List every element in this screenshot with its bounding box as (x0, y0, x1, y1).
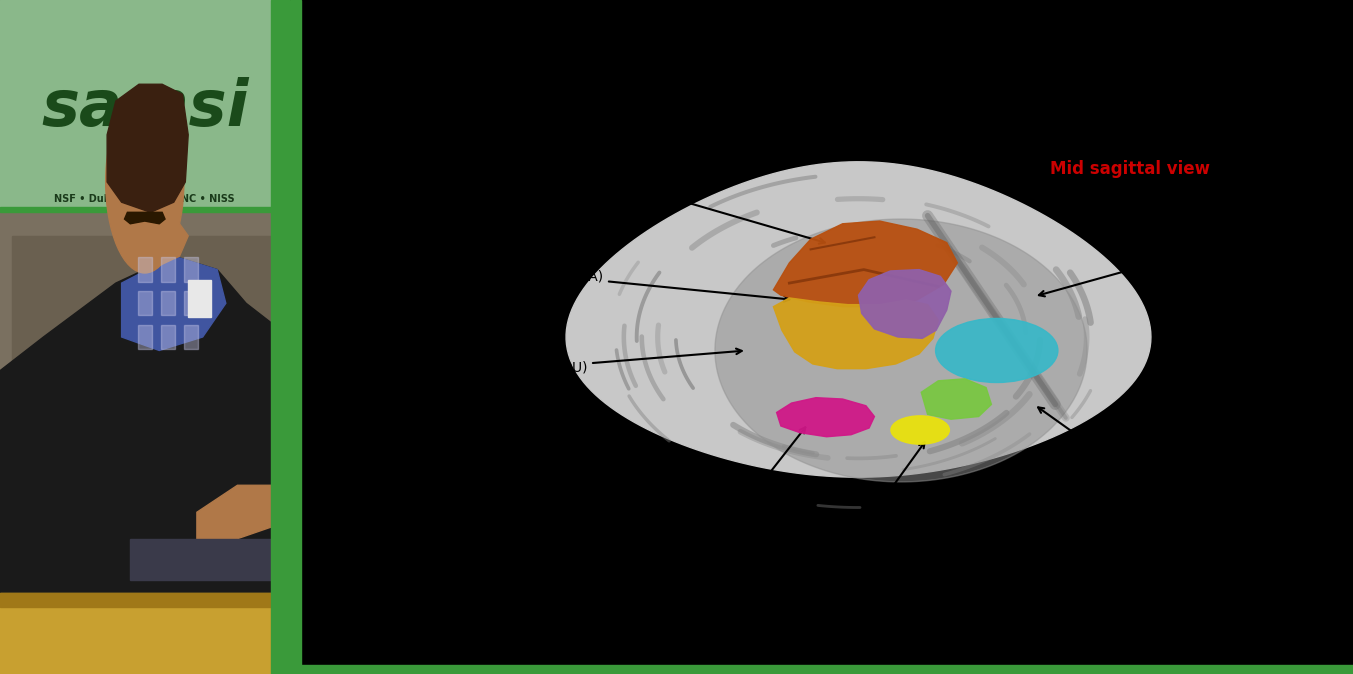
Bar (0, 590, 290, 607)
Bar (0, 0, 290, 212)
Bar (0, 118, 290, 135)
Bar (0, 51, 290, 67)
Bar (138, 257, 152, 282)
Bar (184, 325, 199, 349)
Polygon shape (122, 256, 226, 350)
Polygon shape (139, 216, 188, 270)
Bar (0, 320, 290, 337)
Bar (0, 34, 290, 51)
Bar (0, 455, 290, 472)
Text: Thalamus (TH): Thalamus (TH) (1039, 222, 1327, 297)
Text: Amygdala (AM): Amygdala (AM) (683, 427, 805, 522)
Bar (0, 303, 290, 320)
Bar (0, 207, 290, 212)
Bar (0, 539, 290, 556)
Polygon shape (198, 485, 284, 553)
Bar (0, 337, 290, 354)
Polygon shape (921, 379, 992, 419)
Polygon shape (566, 162, 1151, 477)
Bar (0, 388, 290, 404)
Bar (0, 84, 290, 101)
Bar (0, 236, 290, 253)
Bar (0, 202, 290, 219)
Bar (0, 17, 290, 34)
Ellipse shape (890, 416, 950, 444)
Bar (0, 212, 290, 674)
Text: samsi: samsi (41, 77, 249, 139)
Polygon shape (124, 212, 165, 224)
Bar (188, 280, 211, 317)
Bar (290, 0, 302, 674)
Bar (0, 640, 290, 657)
Bar (130, 539, 275, 580)
Bar (0, 573, 290, 590)
Bar (138, 291, 152, 315)
Text: Anterior Cingulate Gyrus (ACG): Anterior Cingulate Gyrus (ACG) (451, 158, 825, 244)
Bar (161, 325, 175, 349)
Bar (290, 665, 1353, 674)
Text: Subcortical/Cortical Areas for Neurodegeneration: Subcortical/Cortical Areas for Neurodege… (433, 30, 1210, 58)
Bar (0, 135, 290, 152)
Bar (0, 623, 290, 640)
Bar (0, 593, 290, 674)
Bar (184, 257, 199, 282)
Bar (0, 152, 290, 168)
Bar (0, 438, 290, 455)
Bar (0, 404, 290, 421)
Text: Putamen (PU): Putamen (PU) (491, 348, 741, 374)
Bar (0, 354, 290, 371)
Bar (138, 325, 152, 349)
Bar (0, 168, 290, 185)
Bar (0, 522, 290, 539)
Text: NSF • Duke • NCSU • UNC • NISS: NSF • Duke • NCSU • UNC • NISS (54, 194, 235, 204)
Bar (271, 0, 290, 674)
Bar (0, 253, 290, 270)
Polygon shape (774, 298, 938, 369)
Bar (0, 489, 290, 506)
Bar (0, 657, 290, 674)
Polygon shape (859, 270, 951, 338)
Text: Mid sagittal view: Mid sagittal view (1050, 160, 1210, 177)
Bar (0, 67, 290, 84)
Bar (161, 257, 175, 282)
Bar (0, 270, 290, 286)
Bar (0, 219, 290, 236)
Bar (0, 371, 290, 388)
Bar (0, 421, 290, 438)
Ellipse shape (935, 319, 1058, 383)
Bar (0, 185, 290, 202)
Bar (0, 506, 290, 522)
Circle shape (106, 91, 184, 273)
Bar (0, 472, 290, 489)
Bar (0, 286, 290, 303)
Text: Entorhinal Cortex (ERC): Entorhinal Cortex (ERC) (760, 442, 924, 563)
Text: Hippocampus (HC): Hippocampus (HC) (1038, 407, 1260, 526)
Polygon shape (774, 221, 958, 307)
Bar (184, 291, 199, 315)
Bar (0, 101, 290, 118)
Text: Caudate (CA): Caudate (CA) (510, 270, 790, 302)
Bar (0, 593, 290, 607)
Bar (0, 607, 290, 623)
Polygon shape (777, 398, 874, 437)
Bar (0, 556, 290, 573)
Bar (0, 0, 290, 17)
Polygon shape (0, 256, 290, 654)
Polygon shape (714, 219, 1088, 482)
Polygon shape (107, 84, 188, 212)
Bar (12, 236, 277, 654)
Bar (161, 291, 175, 315)
